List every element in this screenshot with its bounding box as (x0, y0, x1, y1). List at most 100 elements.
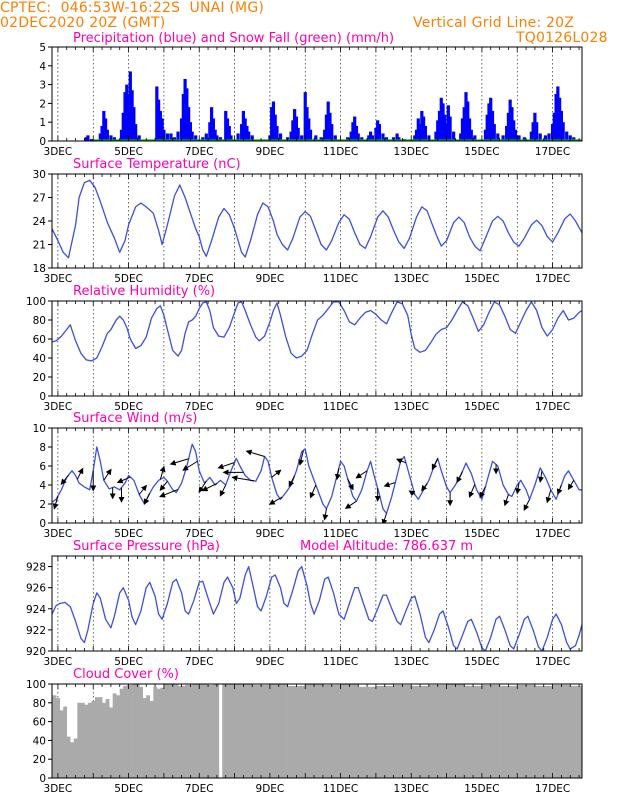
humidity-xtick-label: 9DEC (256, 401, 285, 413)
wind-ytick-label: 10 (33, 423, 46, 435)
humidity-ytick-label: 0 (39, 391, 46, 403)
precip-bar (356, 133, 360, 141)
wind-vector (479, 486, 486, 499)
precip-bar (434, 131, 438, 141)
wind-vector (538, 470, 544, 483)
precip-bar (125, 84, 129, 141)
precip-bar (452, 131, 456, 141)
precip-ytick-label: 1 (39, 117, 46, 129)
precip-bar (243, 118, 247, 141)
humidity-xtick-label: 11DEC (323, 401, 358, 413)
precip-bar (155, 86, 159, 141)
precip-bar (121, 112, 125, 141)
humidity-xtick-label: 3DEC (44, 401, 73, 413)
cloud-bar (139, 686, 144, 778)
temperature-xtick-label: 7DEC (185, 273, 214, 285)
precip-bar (165, 133, 170, 141)
wind-vector (245, 449, 265, 457)
precip-bar (102, 110, 106, 141)
precip-bar (487, 103, 491, 141)
precip-bar (436, 120, 440, 141)
precip-ytick-label: 5 (39, 42, 46, 54)
precip-bar (201, 137, 205, 141)
cloud-bar (185, 684, 193, 778)
precip-xtick-label: 11DEC (323, 146, 358, 158)
cloud-ytick-label: 40 (33, 735, 46, 747)
cloud-bar (73, 738, 78, 778)
cloud-bar (213, 684, 218, 778)
precip-bar (190, 131, 194, 141)
precip-bar (225, 118, 230, 141)
precip-xtick-label: 17DEC (535, 146, 570, 158)
precip-bar (384, 137, 389, 141)
wind-ytick-label: 8 (39, 442, 46, 454)
wind-xtick-label: 13DEC (394, 528, 429, 540)
precip-bar (105, 129, 109, 141)
header-datetime: 02DEC2020 20Z (GMT) (0, 15, 166, 31)
wind-vector (298, 450, 304, 466)
humidity-xtick-label: 13DEC (394, 401, 429, 413)
precip-bar (303, 92, 307, 141)
temperature-panel: Surface Temperature (nC) 18 21 24 27 30 3DEC 5D… (33, 157, 583, 285)
wind-title: Surface Wind (m/s) (73, 411, 197, 426)
cloud-xtick-label: 13DEC (394, 783, 429, 795)
cloud-bar (52, 695, 57, 778)
header-location: CPTEC: 046:53W-16:22S UNAI (MG) (0, 0, 265, 16)
cloud-bar (132, 684, 140, 778)
cloud-ytick-label: 80 (33, 698, 46, 710)
wind-vector (288, 475, 296, 488)
wind-vector (309, 484, 317, 499)
wind-xtick-label: 15DEC (464, 528, 499, 540)
wind-xtick-label: 11DEC (323, 528, 358, 540)
precip-bar (324, 114, 329, 141)
pressure-ytick-label: 924 (26, 604, 46, 616)
cloud-bar (252, 684, 271, 778)
wind-ytick-label: 6 (39, 461, 46, 473)
cloud-bar (56, 698, 60, 778)
precip-bar (185, 88, 189, 141)
wind-vector (116, 476, 131, 484)
precip-bar (529, 131, 533, 141)
wind-vector (355, 470, 368, 479)
precip-bar (370, 135, 374, 141)
cloud-bar (63, 706, 68, 778)
precip-bar (157, 99, 161, 141)
cloud-bar (340, 684, 359, 778)
cloud-bar (126, 684, 133, 778)
wind-vector (503, 494, 510, 507)
wind-ytick-label: 4 (39, 480, 46, 492)
precip-bar (134, 124, 138, 141)
wind-vector (60, 474, 69, 485)
precip-xtick-label: 7DEC (185, 146, 214, 158)
precip-bar (369, 131, 373, 141)
temperature-xtick-label: 3DEC (44, 273, 73, 285)
precip-bar (328, 112, 332, 141)
precip-bar (204, 133, 208, 141)
pressure-xtick-label: 11DEC (323, 656, 358, 668)
cloud-bar (146, 695, 151, 778)
wind-vector (268, 496, 283, 505)
precip-bar (395, 133, 399, 141)
cloud-bar (109, 707, 113, 778)
wind-xtick-label: 3DEC (44, 528, 73, 540)
precip-bar (353, 116, 357, 141)
cloud-xtick-label: 11DEC (323, 783, 358, 795)
wind-vector (52, 495, 59, 510)
precip-bar (485, 114, 489, 141)
precip-xtick-label: 15DEC (464, 146, 499, 158)
precip-bar (208, 122, 212, 141)
precip-bar (360, 137, 364, 141)
cloud-bar (287, 685, 306, 778)
pressure-ytick-label: 926 (26, 583, 46, 595)
precip-bar (483, 129, 488, 141)
precip-bar (169, 133, 173, 141)
precip-bar (443, 114, 447, 141)
precip-bar (550, 124, 555, 141)
precip-bar (319, 137, 323, 141)
wind-vector (219, 484, 227, 497)
temperature-xtick-label: 15DEC (464, 273, 499, 285)
wind-vector (322, 508, 329, 521)
wind-vector (271, 469, 282, 478)
temperature-title: Surface Temperature (nC) (73, 157, 241, 172)
